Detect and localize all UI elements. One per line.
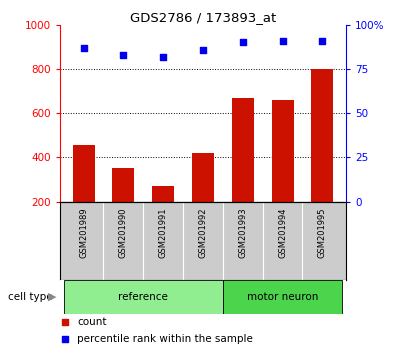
Text: GSM201995: GSM201995 xyxy=(318,208,327,258)
Text: GSM201991: GSM201991 xyxy=(159,208,168,258)
Bar xyxy=(192,153,214,201)
Point xyxy=(160,54,166,59)
Point xyxy=(279,38,286,44)
Bar xyxy=(271,100,293,201)
Text: GSM201994: GSM201994 xyxy=(278,208,287,258)
Point xyxy=(62,319,68,325)
Point xyxy=(80,45,87,51)
Bar xyxy=(311,69,334,201)
Point xyxy=(120,52,127,58)
Bar xyxy=(232,98,254,201)
Text: motor neuron: motor neuron xyxy=(247,292,318,302)
Text: GSM201992: GSM201992 xyxy=(199,208,207,258)
Text: percentile rank within the sample: percentile rank within the sample xyxy=(77,333,253,344)
Point xyxy=(319,38,326,44)
Point xyxy=(200,47,206,52)
Text: GSM201990: GSM201990 xyxy=(119,208,128,258)
Point xyxy=(62,336,68,341)
Bar xyxy=(113,169,134,201)
Point xyxy=(240,40,246,45)
Text: GSM201993: GSM201993 xyxy=(238,208,247,258)
Text: GSM201989: GSM201989 xyxy=(79,208,88,258)
Bar xyxy=(152,186,174,201)
Text: ▶: ▶ xyxy=(47,292,56,302)
Text: reference: reference xyxy=(118,292,168,302)
Bar xyxy=(223,280,342,314)
Bar xyxy=(64,280,223,314)
Bar xyxy=(72,145,95,201)
Text: count: count xyxy=(77,317,106,327)
Text: cell type: cell type xyxy=(8,292,53,302)
Title: GDS2786 / 173893_at: GDS2786 / 173893_at xyxy=(130,11,276,24)
